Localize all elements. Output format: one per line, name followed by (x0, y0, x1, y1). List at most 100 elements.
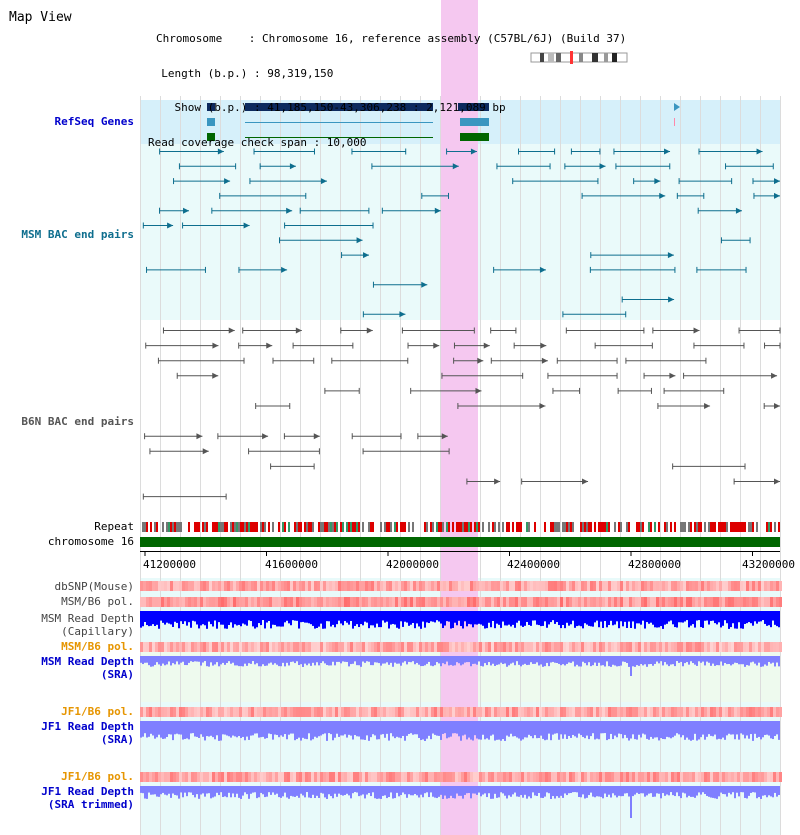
heat-cell (239, 642, 242, 652)
depth-bar (568, 721, 570, 736)
heat-cell (638, 707, 641, 717)
heat-cell (209, 772, 212, 782)
repeat-mark (768, 522, 770, 532)
heat-cell (200, 581, 203, 591)
depth-bar (182, 611, 184, 624)
jf1-depth-sra-label[interactable]: JF1 Read Depth (41, 720, 134, 733)
jf1-b6-pol-trimmed-label[interactable]: JF1/B6 pol. (61, 770, 134, 783)
heat-cell (563, 581, 566, 591)
heat-cell (275, 772, 278, 782)
depth-bar (512, 656, 514, 663)
heat-cell (275, 597, 278, 607)
dbsnp-label[interactable]: dbSNP(Mouse) (54, 580, 134, 593)
repeat-mark (232, 522, 234, 532)
depth-bar (608, 656, 610, 667)
depth-bar (472, 721, 474, 741)
repeat-mark (774, 522, 776, 532)
depth-bar (206, 611, 208, 629)
depth-bar (206, 721, 208, 737)
heat-cell (314, 581, 317, 591)
heat-cell (215, 597, 218, 607)
heat-cell (764, 581, 767, 591)
heat-cell (728, 707, 731, 717)
depth-bar (240, 656, 242, 667)
depth-bar (486, 656, 488, 666)
depth-bar (566, 611, 568, 623)
heat-cell (626, 581, 629, 591)
depth-bar (504, 656, 506, 664)
heat-cell (215, 642, 218, 652)
msm-bac-label[interactable]: MSM BAC end pairs (21, 228, 134, 241)
heat-cell (269, 597, 272, 607)
depth-bar (402, 611, 404, 627)
depth-bar (614, 786, 616, 796)
refseq-genes-label[interactable]: RefSeq Genes (54, 115, 134, 128)
depth-bar (268, 611, 270, 621)
depth-bar (584, 656, 586, 664)
msm-b6-pol-sra-label[interactable]: MSM/B6 pol. (61, 640, 134, 653)
bac-end-arrow (669, 372, 676, 379)
depth-bar (148, 611, 150, 627)
msm-depth-sra-label[interactable]: MSM Read Depth (41, 655, 134, 668)
depth-bar (440, 611, 442, 624)
heat-cell (305, 772, 308, 782)
heat-cell (203, 597, 206, 607)
repeat-mark (704, 522, 706, 532)
depth-bar (646, 656, 648, 667)
depth-bar (394, 611, 396, 625)
heat-cell (284, 772, 287, 782)
msm-depth-capillary-label[interactable]: MSM Read Depth (41, 612, 134, 625)
depth-bar (558, 656, 560, 664)
heat-cell (335, 772, 338, 782)
jf1-b6-pol-label[interactable]: JF1/B6 pol. (61, 705, 134, 718)
jf1-b6-pol-heat (140, 707, 782, 717)
depth-bar (674, 721, 676, 736)
heat-cell (551, 772, 554, 782)
heat-cell (266, 597, 269, 607)
heat-cell (146, 597, 149, 607)
jf1-depth-trimmed-label[interactable]: JF1 Read Depth (41, 785, 134, 798)
depth-bar (706, 786, 708, 796)
heat-cell (512, 597, 515, 607)
depth-bar (742, 656, 744, 665)
depth-bar (262, 721, 264, 737)
depth-bar (570, 656, 572, 663)
heat-cell (545, 772, 548, 782)
depth-bar (598, 611, 600, 628)
depth-bar (220, 786, 222, 793)
heat-cell (191, 707, 194, 717)
depth-bar (722, 786, 724, 795)
heat-cell (578, 581, 581, 591)
heat-cell (167, 597, 170, 607)
heat-cell (521, 642, 524, 652)
heat-cell (266, 581, 269, 591)
depth-bar (302, 611, 304, 622)
depth-bar (696, 656, 698, 666)
heat-cell (620, 581, 623, 591)
heat-cell (542, 772, 545, 782)
repeat-mark (588, 522, 590, 532)
depth-bar (518, 786, 520, 797)
repeat-mark (204, 522, 206, 532)
depth-bar (334, 786, 336, 794)
depth-bar (160, 611, 162, 621)
depth-bar (244, 786, 246, 793)
b6n-bac-label[interactable]: B6N BAC end pairs (21, 415, 134, 428)
heat-cell (440, 597, 443, 607)
heat-cell (197, 772, 200, 782)
heat-cell (203, 772, 206, 782)
heat-cell (701, 597, 704, 607)
heat-cell (515, 707, 518, 717)
bac-end-arrow (654, 178, 661, 185)
heat-cell (260, 707, 263, 717)
repeat-mark (654, 522, 656, 532)
repeat-mark (372, 522, 374, 532)
depth-bar (644, 611, 646, 629)
repeat-mark (718, 522, 720, 532)
msm-b6-pol-label[interactable]: MSM/B6 pol. (61, 595, 134, 608)
depth-bar (278, 611, 280, 627)
depth-bar (762, 721, 764, 738)
heat-cell (254, 772, 257, 782)
repeat-mark (558, 522, 560, 532)
